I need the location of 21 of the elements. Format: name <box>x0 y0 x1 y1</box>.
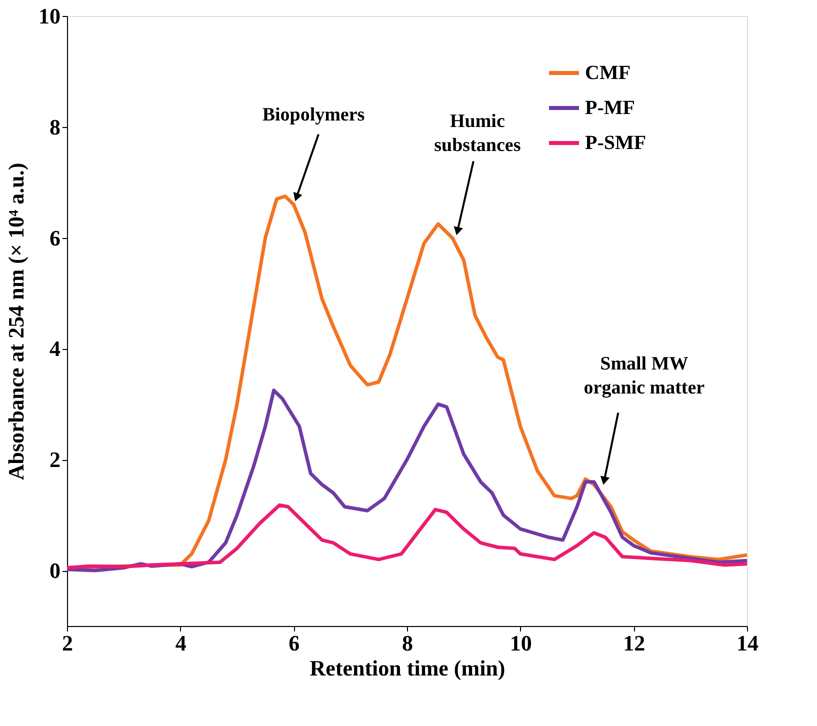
x-tick-label: 10 <box>510 630 532 656</box>
line-series <box>65 503 749 570</box>
x-tick-label: 12 <box>623 630 646 656</box>
y-tick-label: 10 <box>38 4 60 28</box>
y-tick-label: 4 <box>50 336 60 362</box>
legend-label: P-MF <box>585 97 635 119</box>
y-tick-label: 6 <box>50 225 60 250</box>
annotation: Biopolymers <box>262 104 365 126</box>
x-tick-label: 8 <box>402 630 413 656</box>
annotation: Humic substances <box>434 111 521 156</box>
legend-label: P-SMF <box>585 132 646 154</box>
x-tick-label: 6 <box>288 630 300 656</box>
y-axis-title: Absorbance at 254 nm (× 10⁴ a.u.) <box>4 162 28 480</box>
y-tick-label: 0 <box>50 558 60 584</box>
y-tick-label: 2 <box>50 447 60 472</box>
x-axis-title: Retention time (min) <box>310 656 506 680</box>
legend-label: CMF <box>585 62 631 84</box>
annotation: Small MW organic matter <box>584 354 706 399</box>
x-tick-label: 4 <box>175 630 186 656</box>
y-tick-label: 8 <box>50 114 60 140</box>
x-tick-label: 14 <box>736 630 758 656</box>
